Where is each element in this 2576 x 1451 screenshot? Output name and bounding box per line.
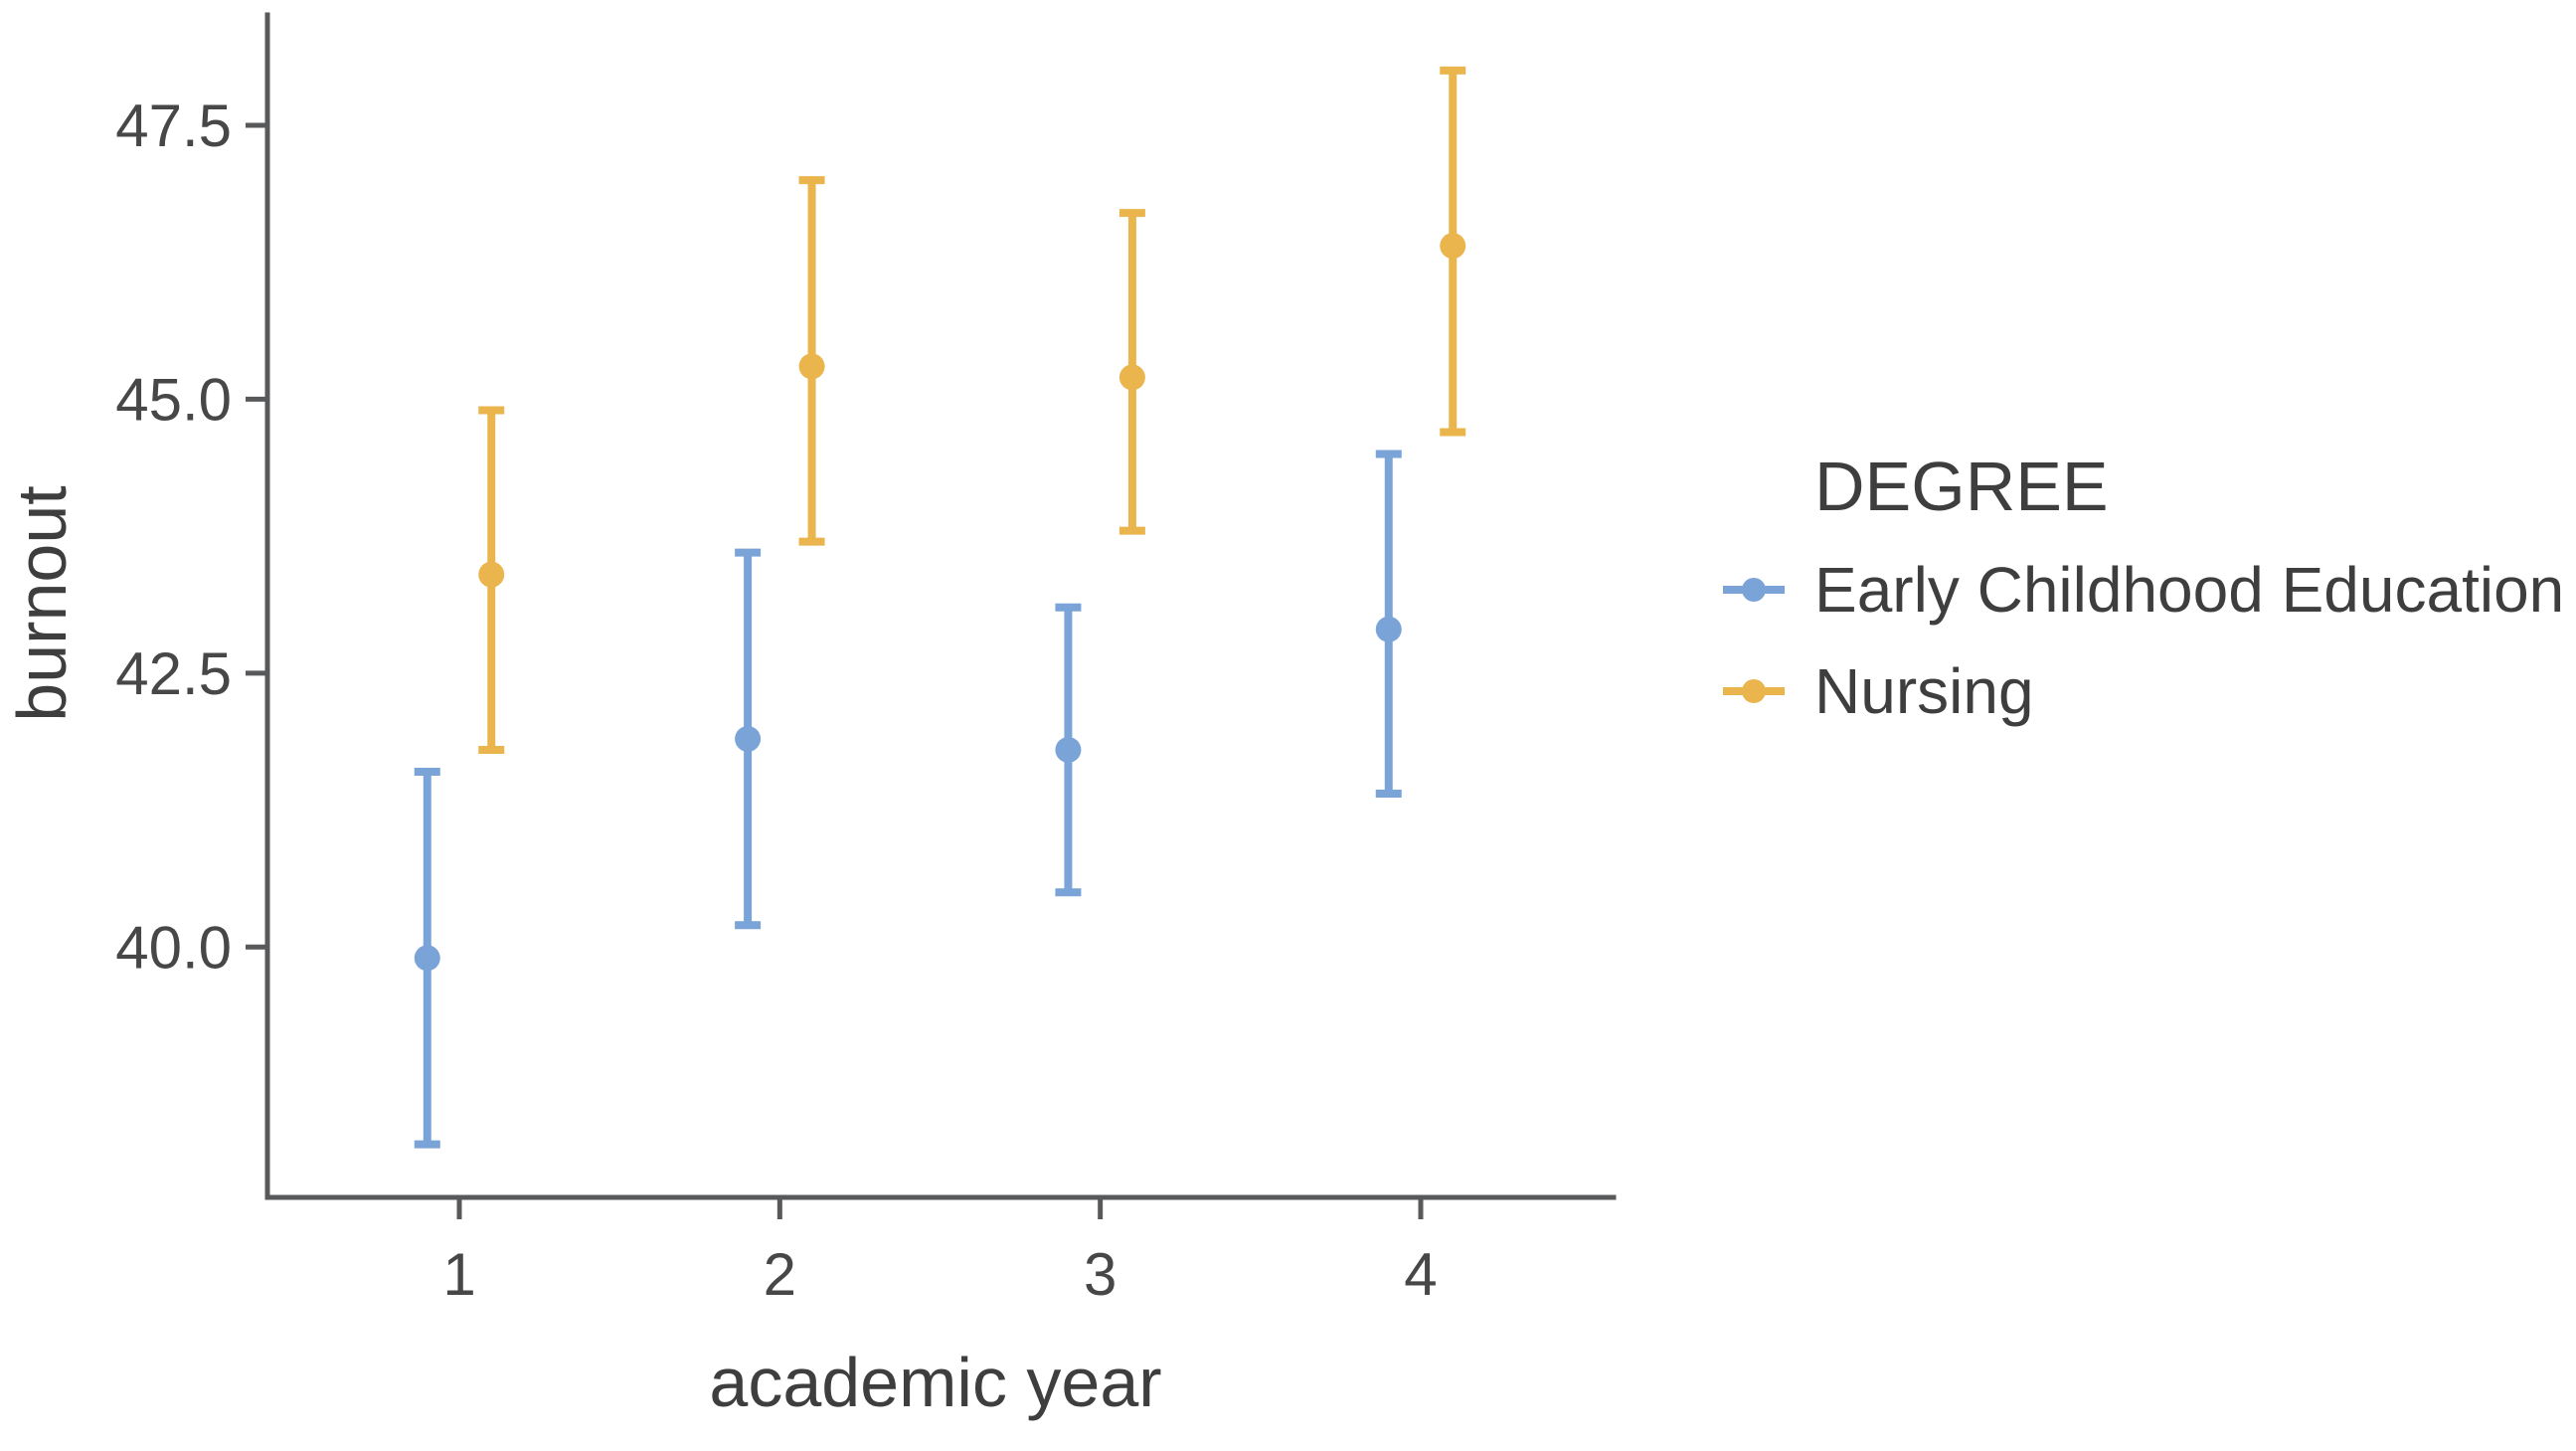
y-tick-label: 40.0 [115, 914, 232, 981]
legend-item-label: Early Childhood Education [1814, 554, 2564, 626]
mean-point [798, 353, 825, 380]
pointrange-early-childhood-education-year-1 [414, 768, 440, 1149]
mean-point [1118, 364, 1145, 391]
legend: DEGREE Early Childhood Education Nursing [1723, 448, 2564, 727]
series-early-childhood-education [414, 450, 1402, 1149]
legend-key-dot-icon [1742, 578, 1766, 602]
pointrange-early-childhood-education-year-3 [1055, 603, 1082, 897]
x-tick-label: 3 [1084, 1241, 1116, 1308]
pointrange-nursing-year-3 [1118, 209, 1145, 535]
pointrange-nursing-year-4 [1440, 66, 1466, 437]
mean-point [414, 945, 440, 972]
legend-items: Early Childhood Education Nursing [1723, 554, 2564, 727]
x-tick-label: 2 [764, 1241, 796, 1308]
x-axis-title: academic year [709, 1344, 1161, 1421]
pointrange-nursing-year-2 [798, 176, 825, 546]
pointrange-nursing-year-1 [478, 406, 505, 754]
pointrange-early-childhood-education-year-4 [1375, 450, 1402, 799]
series-layer [414, 66, 1466, 1149]
x-tick-label: 4 [1404, 1241, 1437, 1308]
x-tick-label: 1 [442, 1241, 475, 1308]
mean-point [478, 561, 505, 588]
y-axis-title: burnout [3, 485, 81, 721]
legend-title: DEGREE [1814, 448, 2109, 525]
legend-item-label: Nursing [1814, 655, 2034, 727]
mean-point [1055, 736, 1082, 763]
mean-point [735, 725, 762, 752]
y-tick-label: 45.0 [115, 366, 232, 433]
pointrange-early-childhood-education-year-2 [735, 548, 762, 930]
mean-point [1440, 233, 1466, 260]
legend-key-dot-icon [1742, 679, 1766, 703]
y-tick-label: 42.5 [115, 640, 232, 707]
legend-item-early-childhood-education: Early Childhood Education [1723, 554, 2564, 626]
legend-item-nursing: Nursing [1723, 655, 2034, 727]
mean-point [1375, 616, 1402, 642]
y-tick-label: 47.5 [115, 92, 232, 159]
series-nursing [478, 66, 1466, 754]
axes-layer: 47.5 45.0 42.5 40.0 1 2 3 4 [115, 12, 1617, 1308]
